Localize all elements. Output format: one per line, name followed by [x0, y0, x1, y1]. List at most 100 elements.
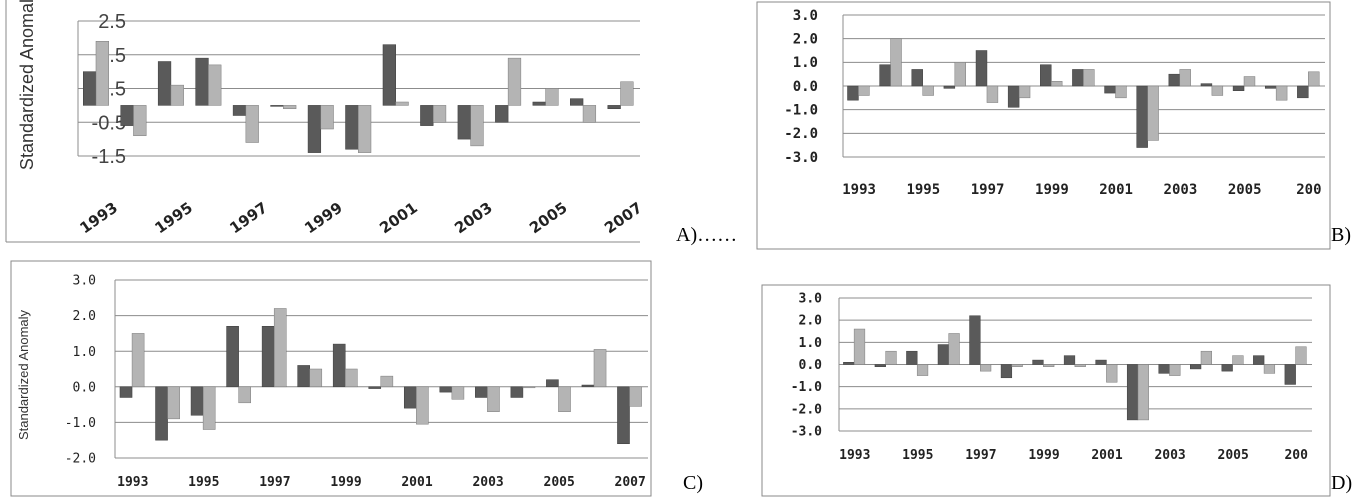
chart-d-bar-series1-1998	[1000, 364, 1013, 379]
chart-a-ytick-label: -1.5	[92, 146, 126, 168]
chart-d-bar-series1-2003	[1158, 364, 1170, 374]
chart-b-ytick-label: 2.0	[793, 32, 818, 48]
chart-a-bar-series2-1996	[208, 64, 222, 106]
chart-d-xtick-label: 1993	[839, 448, 870, 463]
chart-b-xtick-label: 200	[1296, 182, 1321, 198]
chart-a-xtick-label: 1995	[151, 199, 196, 238]
chart-b-bar-series1-2004	[1200, 83, 1213, 87]
chart-a-bar-series1-1995	[157, 61, 172, 106]
chart-d-xtick-label: 1997	[965, 448, 996, 463]
chart-c-bar-series1-2003	[475, 386, 488, 398]
chart-b-bar-series1-1997	[975, 50, 988, 87]
chart-c-bar-series1-1998	[297, 365, 310, 388]
chart-b-bar-series2-1997	[986, 85, 999, 103]
chart-d-bar-series2-2001	[1106, 364, 1118, 383]
chart-a-bar-series1-2006	[570, 98, 584, 106]
chart-d: 3.0 2.0 1.0 0.0 -1.0 -2.0 -3.0 1993 1995 1997 1999…	[761, 284, 1331, 497]
chart-c: 3.0 2.0 1.0 0.0 -1.0 -2.0 1993 1995 1997 1999 2001…	[10, 260, 652, 497]
chart-d-bar-series1-1994	[874, 364, 886, 367]
chart-a-bar-series1-1997	[232, 105, 247, 116]
chart-b-bar-series1-1998	[1007, 85, 1020, 108]
chart-a-bar-series2-1997	[245, 105, 259, 143]
chart-b-bar-series1-2000	[1072, 69, 1084, 87]
chart-b-bar-series1-2003	[1168, 73, 1181, 87]
chart-c-ytick-label: 1.0	[73, 345, 96, 360]
chart-c-frame	[10, 260, 652, 497]
chart-d-bar-series2-2006	[1263, 364, 1276, 374]
chart-c-xtick-label: 2003	[472, 475, 503, 490]
chart-c-bar-series1-2002	[439, 386, 453, 393]
chart-b-ytick-label: 3.0	[793, 8, 818, 24]
chart-c-bar-series2-1996	[238, 386, 251, 404]
chart-a-xtick-label: 1993	[76, 199, 121, 238]
chart-c-xtick-label: 1997	[259, 475, 290, 490]
chart-d-bar-series2-1994	[885, 350, 897, 365]
chart-b-bar-series2-2007	[1308, 71, 1320, 87]
chart-c-bar-series2-2006	[593, 349, 607, 388]
chart-c-bar-series2-2000	[380, 375, 394, 388]
chart-d-ytick-label: 3.0	[799, 292, 823, 307]
chart-a-bar-series2-2003	[470, 105, 484, 147]
chart-b-bar-series1-2005	[1232, 85, 1245, 91]
chart-d-bar-series1-1995	[906, 350, 918, 365]
chart-b-bar-series2-2004	[1211, 85, 1224, 96]
chart-b-bar-series2-1994	[890, 38, 902, 87]
chart-a-bar-series2-2002	[432, 105, 447, 123]
chart-a-ylabel: Standardized Anomaly	[17, 0, 37, 170]
chart-d-bar-series2-2002	[1137, 364, 1149, 421]
chart-c-ytick-label: -1.0	[65, 416, 96, 431]
chart-d-bar-series2-1998	[1011, 364, 1023, 367]
chart-c-ylabel: Standardized Anomaly	[16, 309, 31, 440]
chart-b-xtick-label: 1995	[906, 182, 940, 198]
chart-c-bar-series1-2000	[368, 386, 382, 389]
chart-b-bar-series1-1993	[847, 85, 859, 101]
chart-b-bar-series2-2006	[1275, 85, 1288, 101]
chart-a-bar-series1-2007	[607, 105, 621, 110]
chart-b-ytick-label: 1.0	[793, 55, 818, 71]
chart-c-bar-series2-1997	[273, 308, 287, 388]
chart-d-bar-series1-2007	[1284, 364, 1296, 385]
chart-b-bar-series2-1996	[954, 62, 967, 87]
chart-a-bar-series1-1993	[83, 71, 97, 106]
chart-b-bar-series1-2006	[1264, 85, 1277, 89]
chart-b-xtick-label: 1999	[1035, 182, 1069, 198]
chart-c-bar-series1-1994	[155, 386, 168, 441]
chart-d-ytick-label: 0.0	[799, 358, 823, 373]
chart-c-xtick-label: 1995	[188, 475, 219, 490]
chart-b-ytick-label: 0.0	[793, 79, 818, 95]
chart-a-xtick-label: 2007	[601, 199, 646, 238]
chart-c-bar-series1-1996	[226, 326, 239, 388]
chart-b-xtick-label: 2005	[1228, 182, 1262, 198]
chart-c-bar-series2-1993	[131, 333, 145, 388]
chart-c-bar-series1-1997	[261, 326, 275, 388]
chart-a-xtick-label: 2003	[451, 199, 496, 238]
chart-b-xtick-label: 2003	[1164, 182, 1198, 198]
chart-a-bar-series1-2001	[382, 44, 396, 106]
chart-b-bar-series1-2001	[1104, 85, 1116, 94]
chart-a-bar-series2-2001	[395, 101, 409, 106]
chart-a-ytick-label: -0.5	[92, 112, 126, 134]
chart-b-bar-series1-2007	[1297, 85, 1309, 99]
chart-a-xtick-label: 1999	[301, 199, 346, 238]
chart-d-bar-series2-1995	[916, 364, 929, 376]
chart-d-xtick-label: 2003	[1154, 448, 1185, 463]
chart-c-bar-series2-2001	[416, 386, 429, 425]
chart-a-bar-series1-2005	[532, 101, 546, 106]
chart-c-xtick-label: 2007	[615, 475, 646, 490]
chart-d-bar-series2-2007	[1295, 346, 1307, 365]
chart-b-ytick-label: -2.0	[784, 126, 818, 142]
chart-c-ytick-label: 2.0	[73, 309, 96, 324]
chart-c-bar-series1-1993	[119, 386, 133, 398]
chart-d-ytick-label: 1.0	[799, 336, 823, 351]
chart-c-bar-series2-2007	[629, 386, 642, 407]
chart-d-bar-series1-2004	[1190, 364, 1202, 370]
chart-c-bar-series1-2005	[546, 379, 559, 388]
chart-c-bar-series1-2006	[581, 384, 595, 388]
chart-a-bar-series2-2007	[620, 81, 634, 106]
chart-d-bar-series2-1997	[980, 364, 992, 372]
chart-a-bar-series2-1998	[283, 105, 297, 110]
chart-a-bar-series2-1995	[170, 84, 184, 106]
chart-c-bar-series2-2004	[522, 386, 536, 389]
chart-d-bar-series2-1996	[948, 333, 960, 365]
